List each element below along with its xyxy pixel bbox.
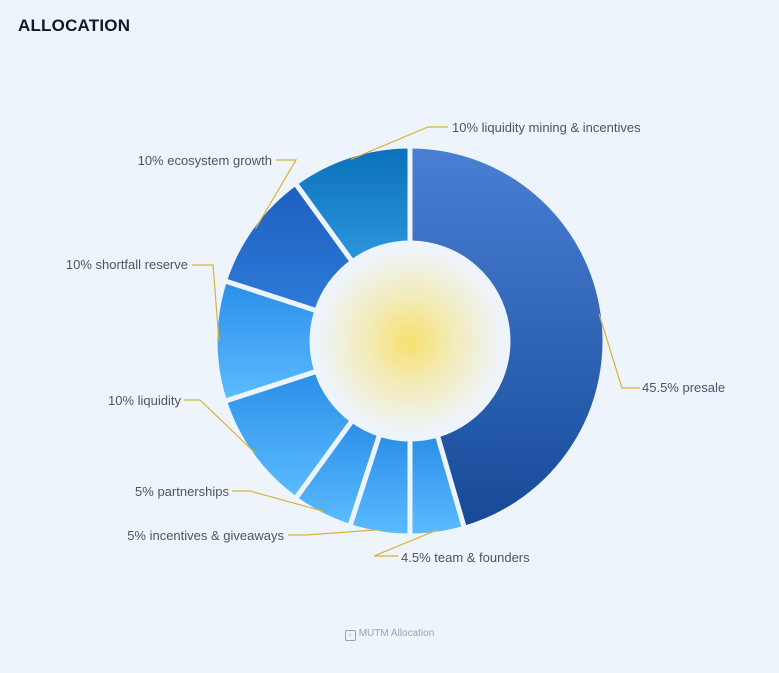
donut-center-glow [316,247,504,435]
slice-label: 10% shortfall reserve [66,257,188,272]
info-icon: i [344,630,356,641]
slice-label: 10% liquidity mining & incentives [452,120,641,135]
slice-leader-line [288,529,381,536]
slice-leader-line [598,313,640,389]
slice-label: 10% liquidity [108,393,181,408]
slice-label: 10% ecosystem growth [138,153,272,168]
slice-label: 45.5% presale [642,380,725,395]
slice-leader-line [350,126,448,160]
slice-label: 4.5% team & founders [401,550,530,565]
slice-leader-line [254,159,298,230]
page-title: ALLOCATION [18,16,131,35]
slice-label: 5% partnerships [135,484,229,499]
donut-slice [407,143,608,532]
slice-leader-line [373,529,438,557]
slice-leader-line [192,264,220,342]
slice-leader-line [184,399,256,454]
slice-label: 5% incentives & giveaways [127,528,284,543]
chart-caption: i MUTM Allocation [0,628,779,641]
slice-leader-line [232,490,324,512]
caption-text: MUTM Allocation [358,628,435,639]
donut-slice [291,143,413,266]
